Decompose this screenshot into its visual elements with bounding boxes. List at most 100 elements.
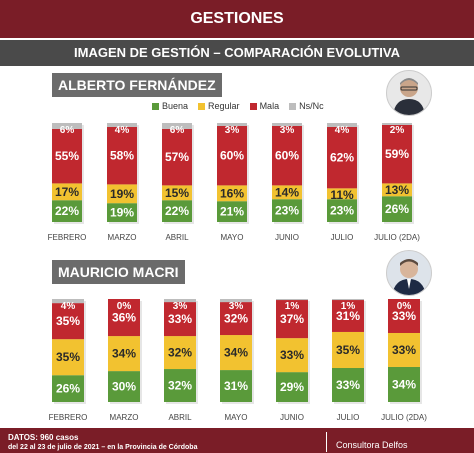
data-label-nsnc-7: 2% (390, 125, 405, 136)
legend-label: Ns/Nc (299, 101, 324, 111)
category-label-5: JUNIO (275, 233, 299, 242)
data-label-nsnc-3: 3% (173, 301, 188, 312)
bar-regular-5 (276, 338, 308, 373)
bar-stack-1: 22% 17% 55% 6% (52, 123, 84, 224)
bar-buena-1 (52, 375, 84, 402)
bar-mala-5 (276, 300, 308, 339)
page-title: GESTIONES (190, 10, 284, 27)
bar-stack-2: 30% 34% 36%0% (108, 299, 142, 404)
category-label-1: FEBRERO (48, 233, 87, 242)
footer-bar (0, 428, 474, 453)
data-label-nsnc-2: 0% (117, 301, 132, 312)
data-label-mala-6: 31% (336, 309, 360, 323)
bar-mala-3 (164, 302, 196, 337)
data-label-nsnc-4: 3% (229, 301, 244, 312)
chart-fernandez: 22% 17% 55% 6% FEBRERO 19% 19% 58% 4% MARZO 22% 15%… (48, 123, 420, 242)
bar-buena-4 (217, 201, 247, 222)
bar-stack-4: 21% 16% 60% 3% (217, 123, 249, 224)
legend-fernandez: Buena Regular Mala Ns/Nc (152, 101, 324, 111)
bar-nsnc-5 (276, 299, 308, 301)
bar-buena-1 (52, 200, 82, 222)
data-label-nsnc-5: 1% (285, 301, 300, 312)
bar-nsnc-4 (220, 299, 252, 303)
footer-datos: DATOS: 960 casos (8, 433, 79, 442)
data-label-mala-7: 33% (392, 309, 416, 323)
bar-stack-7: 34%33%33%0% (388, 299, 422, 404)
data-label-buena-1: 26% (56, 382, 80, 396)
data-label-regular-3: 15% (165, 186, 189, 200)
category-label-1: FEBRERO (49, 413, 88, 422)
data-label-buena-4: 31% (224, 379, 248, 393)
data-label-mala-3: 33% (168, 312, 192, 326)
data-label-nsnc-6: 1% (341, 301, 356, 312)
data-label-buena-5: 23% (275, 204, 299, 218)
avatar-fernandez (386, 70, 432, 116)
bar-nsnc-4 (217, 123, 247, 126)
bar-mala-5 (272, 125, 302, 186)
data-label-buena-7: 26% (385, 202, 409, 216)
category-label-2: MARZO (110, 413, 139, 422)
data-label-buena-4: 21% (220, 205, 244, 219)
category-label-3: ABRIL (168, 413, 192, 422)
bar-buena-5 (272, 199, 302, 222)
data-label-buena-5: 29% (280, 380, 304, 394)
data-label-buena-1: 22% (55, 204, 79, 218)
category-label-4: MAYO (221, 233, 244, 242)
data-label-buena-7: 34% (392, 377, 416, 391)
chart-title-macri: MAURICIO MACRI (52, 260, 185, 284)
bar-nsnc-1 (52, 299, 84, 304)
bar-mala-6 (332, 300, 364, 332)
bar-regular-5 (272, 185, 302, 200)
bar-regular-2 (107, 184, 137, 204)
data-label-regular-6: 35% (336, 343, 360, 357)
bar-mala-6 (327, 126, 357, 189)
category-label-7: JULIO (2DA) (374, 233, 420, 242)
data-label-mala-7: 59% (385, 147, 409, 161)
legend-swatch (249, 102, 257, 110)
bar-buena-7 (382, 196, 412, 222)
bar-regular-1 (52, 183, 82, 201)
bar-regular-4 (217, 185, 247, 202)
bar-nsnc-6 (332, 299, 364, 301)
data-label-regular-3: 32% (168, 346, 192, 360)
bar-regular-6 (332, 331, 364, 369)
legend-item-mala: Mala (249, 101, 279, 111)
bar-buena-6 (332, 368, 364, 402)
category-label-6: JULIO (331, 233, 354, 242)
bar-mala-3 (162, 128, 192, 186)
data-label-nsnc-1: 6% (60, 125, 75, 136)
data-label-nsnc-1: 4% (61, 301, 76, 312)
data-label-mala-4: 60% (220, 149, 244, 163)
legend-label: Regular (208, 101, 240, 111)
footer-divider (326, 432, 327, 452)
footer-consultora: Consultora Delfos (336, 440, 408, 450)
data-label-mala-5: 60% (275, 149, 299, 163)
data-label-buena-2: 19% (110, 206, 134, 220)
bar-mala-4 (220, 302, 252, 336)
bar-buena-2 (107, 203, 137, 222)
bar-mala-7 (388, 299, 420, 333)
bar-nsnc-3 (162, 123, 192, 129)
data-label-nsnc-7: 0% (397, 301, 412, 312)
data-label-regular-5: 14% (275, 185, 299, 199)
category-label-4: MAYO (225, 413, 248, 422)
category-label-5: JUNIO (280, 413, 304, 422)
bar-regular-7 (388, 332, 420, 367)
bar-buena-7 (388, 366, 420, 402)
data-label-regular-2: 34% (112, 347, 136, 361)
bar-buena-3 (162, 200, 192, 222)
data-label-regular-4: 16% (220, 186, 244, 200)
category-label-7: JULIO (2DA) (381, 413, 427, 422)
data-label-regular-7: 13% (385, 183, 409, 197)
bar-stack-5: 23% 14% 60% 3% (272, 123, 304, 224)
data-label-mala-2: 58% (110, 149, 134, 163)
bar-buena-4 (220, 370, 252, 402)
bar-nsnc-5 (272, 123, 302, 126)
chart-title-fernandez: ALBERTO FERNÁNDEZ (52, 73, 222, 97)
bar-stack-6: 33% 35% 31%1% (332, 299, 366, 404)
bar-stack-4: 31% 34% 32%3% (220, 299, 254, 404)
bar-mala-7 (382, 124, 412, 184)
bar-nsnc-6 (327, 123, 357, 127)
bar-buena-5 (276, 372, 308, 402)
bar-regular-6 (327, 188, 357, 200)
